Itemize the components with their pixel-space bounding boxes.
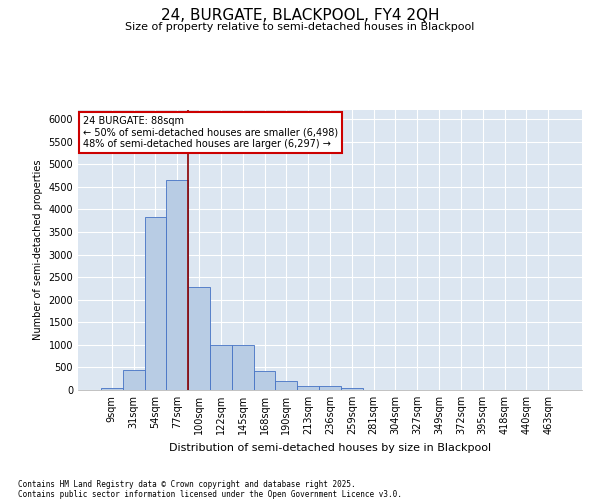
Text: 24 BURGATE: 88sqm
← 50% of semi-detached houses are smaller (6,498)
48% of semi-: 24 BURGATE: 88sqm ← 50% of semi-detached… [83, 116, 338, 149]
Bar [341, 388, 363, 390]
Bar [297, 386, 319, 390]
Y-axis label: Number of semi-detached properties: Number of semi-detached properties [33, 160, 43, 340]
X-axis label: Distribution of semi-detached houses by size in Blackpool: Distribution of semi-detached houses by … [169, 442, 491, 452]
Bar [319, 386, 341, 390]
Bar [166, 180, 188, 390]
Text: 24, BURGATE, BLACKPOOL, FY4 2QH: 24, BURGATE, BLACKPOOL, FY4 2QH [161, 8, 439, 22]
Text: Size of property relative to semi-detached houses in Blackpool: Size of property relative to semi-detach… [125, 22, 475, 32]
Bar [145, 218, 166, 390]
Text: Contains HM Land Registry data © Crown copyright and database right 2025.
Contai: Contains HM Land Registry data © Crown c… [18, 480, 402, 499]
Bar [232, 345, 254, 390]
Bar [254, 371, 275, 390]
Bar [210, 345, 232, 390]
Bar [275, 381, 297, 390]
Bar [101, 388, 123, 390]
Bar [188, 286, 210, 390]
Bar [123, 370, 145, 390]
